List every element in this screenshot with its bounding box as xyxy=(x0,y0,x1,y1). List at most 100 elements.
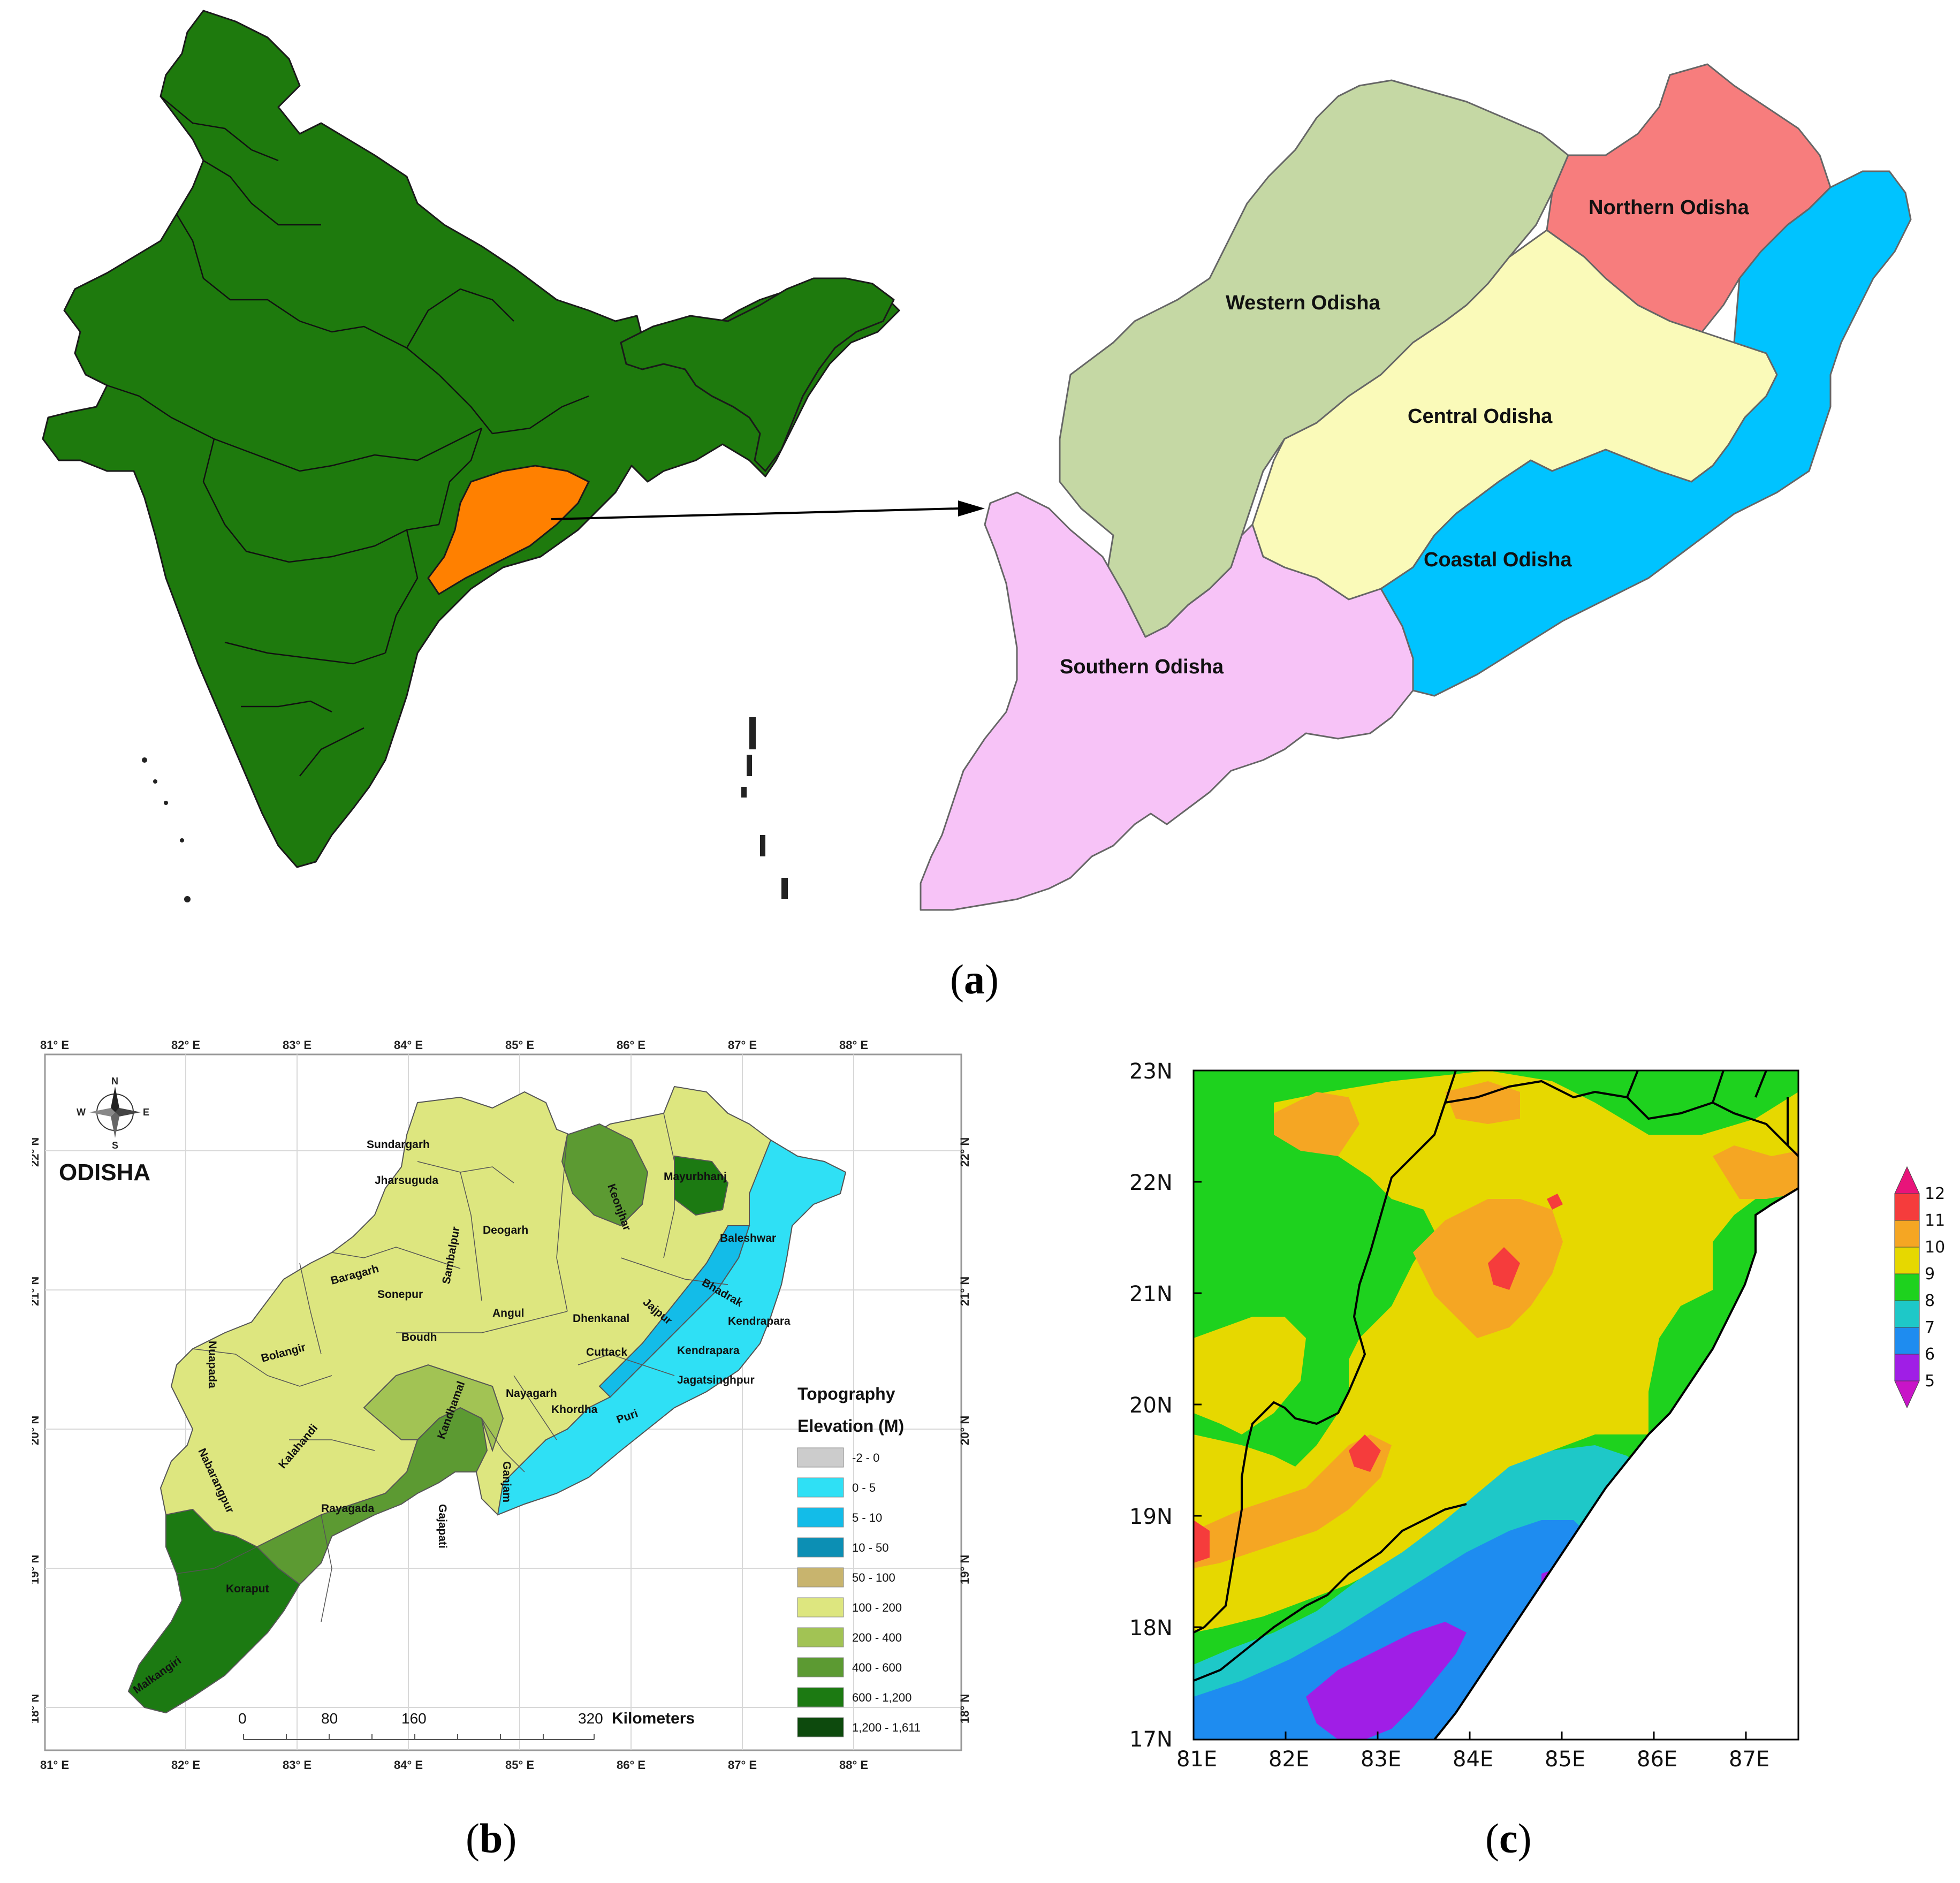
india-state-borders xyxy=(107,96,589,777)
panel-b: 81° E 82° E 83° E 84° E 85° E 86° E 87° … xyxy=(28,1033,974,1772)
region-southern xyxy=(920,491,1414,911)
india-northeast xyxy=(620,277,895,472)
lon-label-top: 85° E xyxy=(505,1038,534,1052)
elevation-legend: Topography Elevation (M) -2 - 0 0 - 5 5 - … xyxy=(797,1384,921,1737)
scale-unit: Kilometers xyxy=(612,1710,695,1727)
district-label: Mayurbhanj xyxy=(664,1171,727,1183)
lon-label-bottom: 81° E xyxy=(40,1758,69,1772)
district-label: Angul xyxy=(492,1307,524,1319)
legend-items: -2 - 0 0 - 5 5 - 10 10 - 50 50 - 100 100 - 20… xyxy=(797,1447,921,1737)
colorbar-label: 10 xyxy=(1925,1238,1945,1257)
scale-tick: 80 xyxy=(321,1710,338,1727)
legend-title-elevation: Elevation (M) xyxy=(797,1416,904,1436)
odisha-highlight xyxy=(427,465,590,596)
region-northern xyxy=(1546,63,1832,333)
scale-tick: 320 xyxy=(578,1710,603,1727)
lon-label-top: 87° E xyxy=(728,1038,757,1052)
district-label: Sundargarh xyxy=(367,1138,430,1151)
legend-label: 5 - 10 xyxy=(852,1511,882,1524)
district-label: Nayagarh xyxy=(506,1387,557,1400)
legend-swatch xyxy=(797,1597,844,1618)
y-tick-label: 21N xyxy=(1129,1282,1173,1307)
x-tick-label: 87E xyxy=(1729,1747,1769,1772)
district-label: Gajapati xyxy=(436,1504,449,1548)
colorbar-label: 7 xyxy=(1925,1318,1935,1337)
district-label: Jharsuguda xyxy=(375,1174,438,1187)
ocean-mask xyxy=(1434,1188,1798,1740)
lon-label-bottom: 82° E xyxy=(171,1758,200,1772)
y-tick-label: 19N xyxy=(1129,1505,1173,1529)
caption-c-letter: c xyxy=(1499,1815,1518,1862)
lat-label-right: 18° N xyxy=(958,1694,971,1723)
y-tick-label: 20N xyxy=(1129,1393,1173,1418)
scale-tick: 160 xyxy=(401,1710,427,1727)
compass-s: S xyxy=(112,1140,118,1151)
district-label: Rayagada xyxy=(321,1502,375,1515)
colorbar-band xyxy=(1894,1193,1920,1221)
y-tick-label: 17N xyxy=(1129,1727,1173,1752)
district-label: Ganjam xyxy=(500,1461,513,1502)
legend-swatch xyxy=(797,1537,844,1558)
colorbar-band xyxy=(1894,1220,1920,1248)
label-northern-odisha: Northern Odisha xyxy=(1589,196,1750,219)
odisha-topography xyxy=(127,1085,847,1714)
district-label: Kendrapara xyxy=(677,1345,740,1357)
legend-swatch xyxy=(797,1687,844,1707)
lon-label-bottom: 88° E xyxy=(839,1758,868,1772)
lon-label-bottom: 87° E xyxy=(728,1758,757,1772)
contour-10a xyxy=(1413,1199,1563,1338)
arrow xyxy=(551,500,985,520)
colorbar-band xyxy=(1894,1273,1920,1301)
caption-c: (c) xyxy=(1485,1815,1532,1862)
district-label: Kendrapara xyxy=(728,1315,791,1327)
label-southern-odisha: Southern Odisha xyxy=(1060,656,1224,678)
lat-label-left: 21° N xyxy=(32,1277,41,1306)
zone-coastal-deep xyxy=(598,1225,750,1398)
colorbar-label: 11 xyxy=(1925,1211,1945,1230)
lat-label-left: 22° N xyxy=(32,1137,41,1167)
contour-10c xyxy=(1445,1081,1520,1124)
district-label: Khordha xyxy=(551,1403,598,1416)
lon-label-top: 84° E xyxy=(394,1038,423,1052)
colorbar-band xyxy=(1894,1327,1920,1355)
lat-label-right: 22° N xyxy=(958,1137,971,1167)
lat-label-right: 21° N xyxy=(958,1277,971,1306)
scale-tick: 0 xyxy=(238,1710,247,1727)
colorbar-top-triangle xyxy=(1894,1166,1920,1194)
contour-11c xyxy=(1194,1520,1210,1563)
district-label: Sonepur xyxy=(377,1288,423,1301)
legend-swatch xyxy=(797,1657,844,1677)
zone-upland-south xyxy=(256,1407,488,1585)
x-tick-label: 84E xyxy=(1453,1747,1493,1772)
contour-11b xyxy=(1349,1434,1381,1472)
lat-labels-left: 22° N 21° N 20° N 19° N 18° N xyxy=(28,1137,41,1723)
colorbar-band xyxy=(1894,1354,1920,1381)
lon-label-bottom: 86° E xyxy=(617,1758,645,1772)
district-borders xyxy=(176,1113,728,1622)
colorbar-label: 5 xyxy=(1925,1372,1935,1391)
panel-c: 23N 22N 21N 20N 19N 18N 17N 81E 82E 83E … xyxy=(1113,1038,1960,1777)
x-tick-label: 85E xyxy=(1545,1747,1585,1772)
odisha-regions xyxy=(920,63,1912,911)
lon-label-top: 88° E xyxy=(839,1038,868,1052)
lon-label-bottom: 85° E xyxy=(505,1758,534,1772)
district-label: Deogarh xyxy=(483,1224,528,1236)
legend-label: 100 - 200 xyxy=(852,1601,902,1614)
lon-label-bottom: 83° E xyxy=(283,1758,312,1772)
x-tick-label: 86E xyxy=(1637,1747,1677,1772)
contour-10e xyxy=(1713,1145,1798,1199)
lat-label-right: 19° N xyxy=(958,1555,971,1584)
colorbar-band xyxy=(1894,1300,1920,1328)
lon-label-top: 82° E xyxy=(171,1038,200,1052)
compass-n: N xyxy=(111,1076,118,1087)
label-central-odisha: Central Odisha xyxy=(1408,405,1553,428)
lat-label-left: 18° N xyxy=(32,1694,41,1723)
legend-label: 50 - 100 xyxy=(852,1571,895,1584)
legend-label: 1,200 - 1,611 xyxy=(852,1721,921,1734)
lat-label-left: 19° N xyxy=(32,1555,41,1584)
district-label: Nuapada xyxy=(206,1341,218,1388)
colorbar-label: 9 xyxy=(1925,1265,1935,1284)
district-label: Cuttack xyxy=(586,1346,627,1358)
x-tick-label: 83E xyxy=(1361,1747,1401,1772)
colorbar-bottom-triangle xyxy=(1894,1380,1920,1409)
